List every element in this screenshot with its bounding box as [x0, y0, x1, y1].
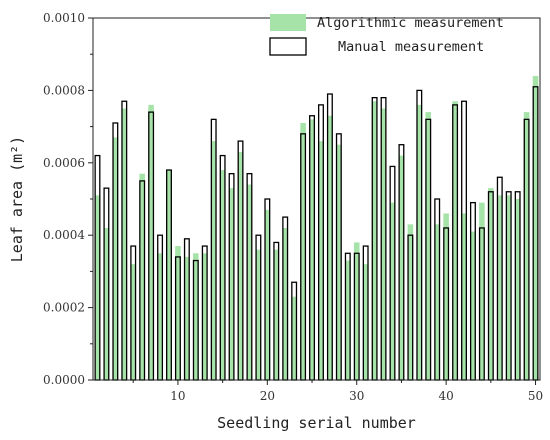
bar-algorithmic [479, 202, 485, 380]
bar-algorithmic [505, 195, 512, 380]
bar-algorithmic [121, 108, 128, 380]
bar-algorithmic [94, 195, 101, 380]
bar-algorithmic [148, 104, 154, 380]
legend-label-manual: Manual measurement [338, 39, 484, 55]
bar-algorithmic [416, 104, 423, 380]
bar-algorithmic [461, 213, 467, 380]
bar-algorithmic [210, 141, 217, 380]
legend-swatch-manual [269, 37, 307, 56]
legend-swatch-algorithmic [270, 14, 306, 31]
bar-algorithmic [362, 264, 369, 380]
x-tick-label: 20 [260, 389, 275, 403]
bar-algorithmic [103, 227, 110, 380]
bar-algorithmic [309, 119, 315, 381]
bar-algorithmic [273, 249, 280, 380]
bar-algorithmic [184, 256, 190, 380]
legend-label-algorithmic: Algorithmic measurement [317, 15, 504, 31]
bar-algorithmic [300, 122, 306, 380]
bar-algorithmic [282, 227, 288, 380]
x-tick-label: 30 [349, 389, 364, 403]
bar-algorithmic [246, 184, 253, 380]
bar-algorithmic [345, 260, 351, 380]
bar-algorithmic [175, 246, 181, 380]
bar-algorithmic [201, 253, 208, 380]
bar-algorithmic [452, 101, 458, 380]
bar-algorithmic [291, 296, 297, 380]
bar-algorithmic [443, 213, 449, 380]
x-tick-label: 10 [170, 389, 185, 403]
bar-algorithmic [157, 253, 163, 380]
y-tick-label: 0.0010 [43, 11, 85, 25]
legend: Algorithmic measurement Manual measureme… [269, 14, 504, 56]
x-tick-label: 40 [438, 389, 453, 403]
bar-algorithmic [219, 170, 226, 380]
bar-algorithmic [193, 253, 199, 380]
x-tick-label: 50 [528, 389, 543, 403]
bars-layer [94, 75, 539, 381]
bar-algorithmic [112, 137, 119, 380]
bar-algorithmic [425, 112, 432, 381]
x-axis-title: Seedling serial number [217, 414, 416, 432]
bar-algorithmic [255, 249, 262, 380]
y-tick-label: 0.0006 [43, 156, 85, 170]
bar-algorithmic [353, 242, 360, 380]
bar-algorithmic [398, 155, 405, 380]
bar-algorithmic [407, 224, 414, 380]
bar-algorithmic [371, 101, 378, 380]
bar-algorithmic [514, 199, 521, 380]
y-axis-title: Leaf area (m²) [8, 136, 26, 262]
bar-algorithmic [139, 173, 145, 380]
y-tick-label: 0.0004 [43, 228, 85, 242]
y-tick-label: 0.0002 [43, 301, 85, 315]
ticks-layer: 0.0000 0.0002 0.0004 0.0006 0.0008 0.0010 10 20… [43, 11, 543, 403]
bar-algorithmic [532, 75, 539, 381]
bar-algorithmic [166, 170, 172, 380]
bar-algorithmic [389, 202, 396, 380]
bar-algorithmic [327, 115, 333, 381]
bar-algorithmic [434, 224, 440, 380]
bar-algorithmic [380, 108, 387, 380]
y-tick-label: 0.0000 [43, 373, 85, 387]
bar-algorithmic [130, 264, 136, 380]
bar-algorithmic [237, 151, 244, 380]
y-tick-label: 0.0008 [43, 83, 85, 97]
bar-algorithmic [497, 195, 503, 380]
bar-algorithmic [523, 112, 530, 381]
bar-algorithmic [318, 141, 324, 380]
bar-algorithmic [336, 144, 342, 380]
bar-algorithmic [488, 188, 494, 380]
bar-algorithmic [228, 188, 235, 380]
bar-algorithmic [264, 209, 271, 380]
bar-algorithmic [470, 231, 476, 380]
